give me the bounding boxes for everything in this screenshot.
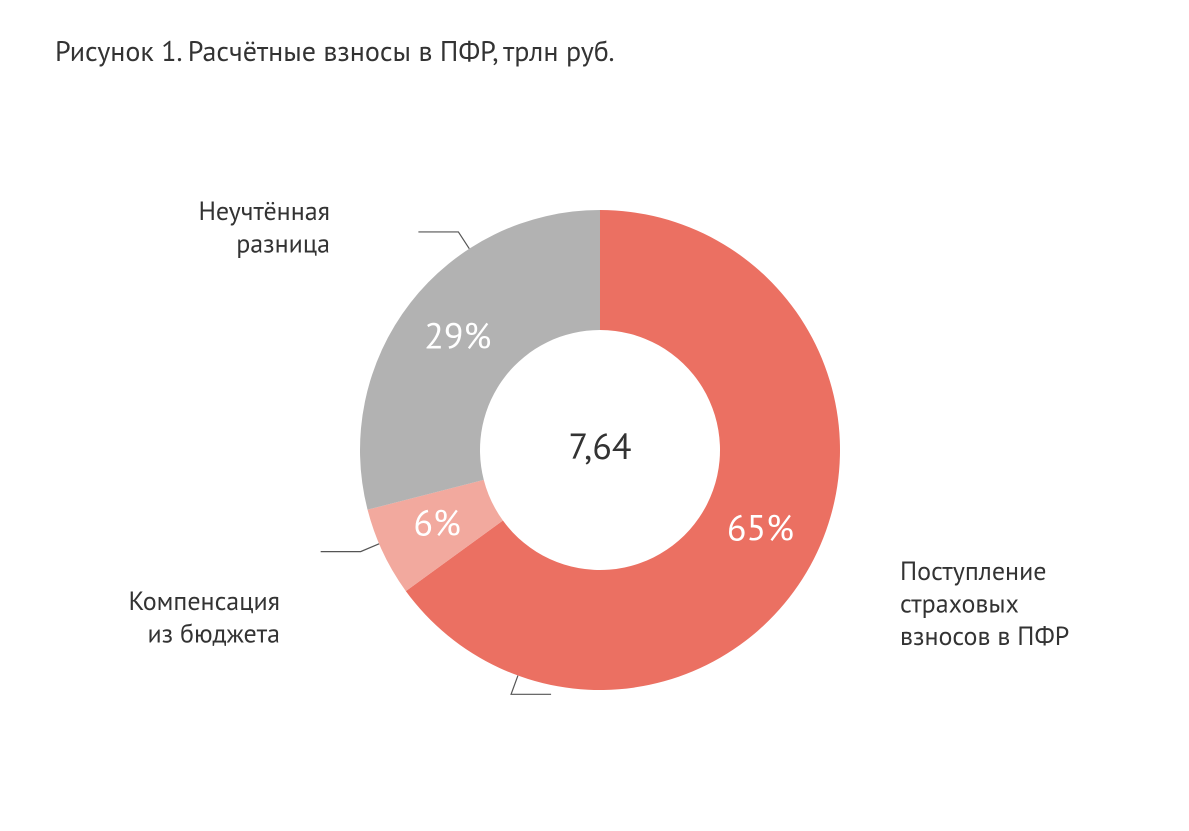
pct-label-unaccounted: 29% [424, 312, 491, 359]
leader-compensation [321, 544, 379, 552]
pct-label-compensation: 6% [413, 499, 460, 546]
ext-label-unaccounted: Неучтённаяразница [198, 195, 330, 261]
ext-label-insurance: Поступлениестраховыхвзносов в ПФР [900, 555, 1069, 653]
center-value: 7,64 [568, 422, 631, 469]
slice-unaccounted [360, 210, 600, 510]
pct-label-insurance: 65% [727, 504, 794, 551]
ext-label-compensation: Компенсацияиз бюджета [129, 585, 280, 651]
donut-chart: 65% 6% 29% Поступлениестраховыхвзносов в П… [0, 0, 1189, 831]
leader-unaccounted [418, 232, 469, 249]
